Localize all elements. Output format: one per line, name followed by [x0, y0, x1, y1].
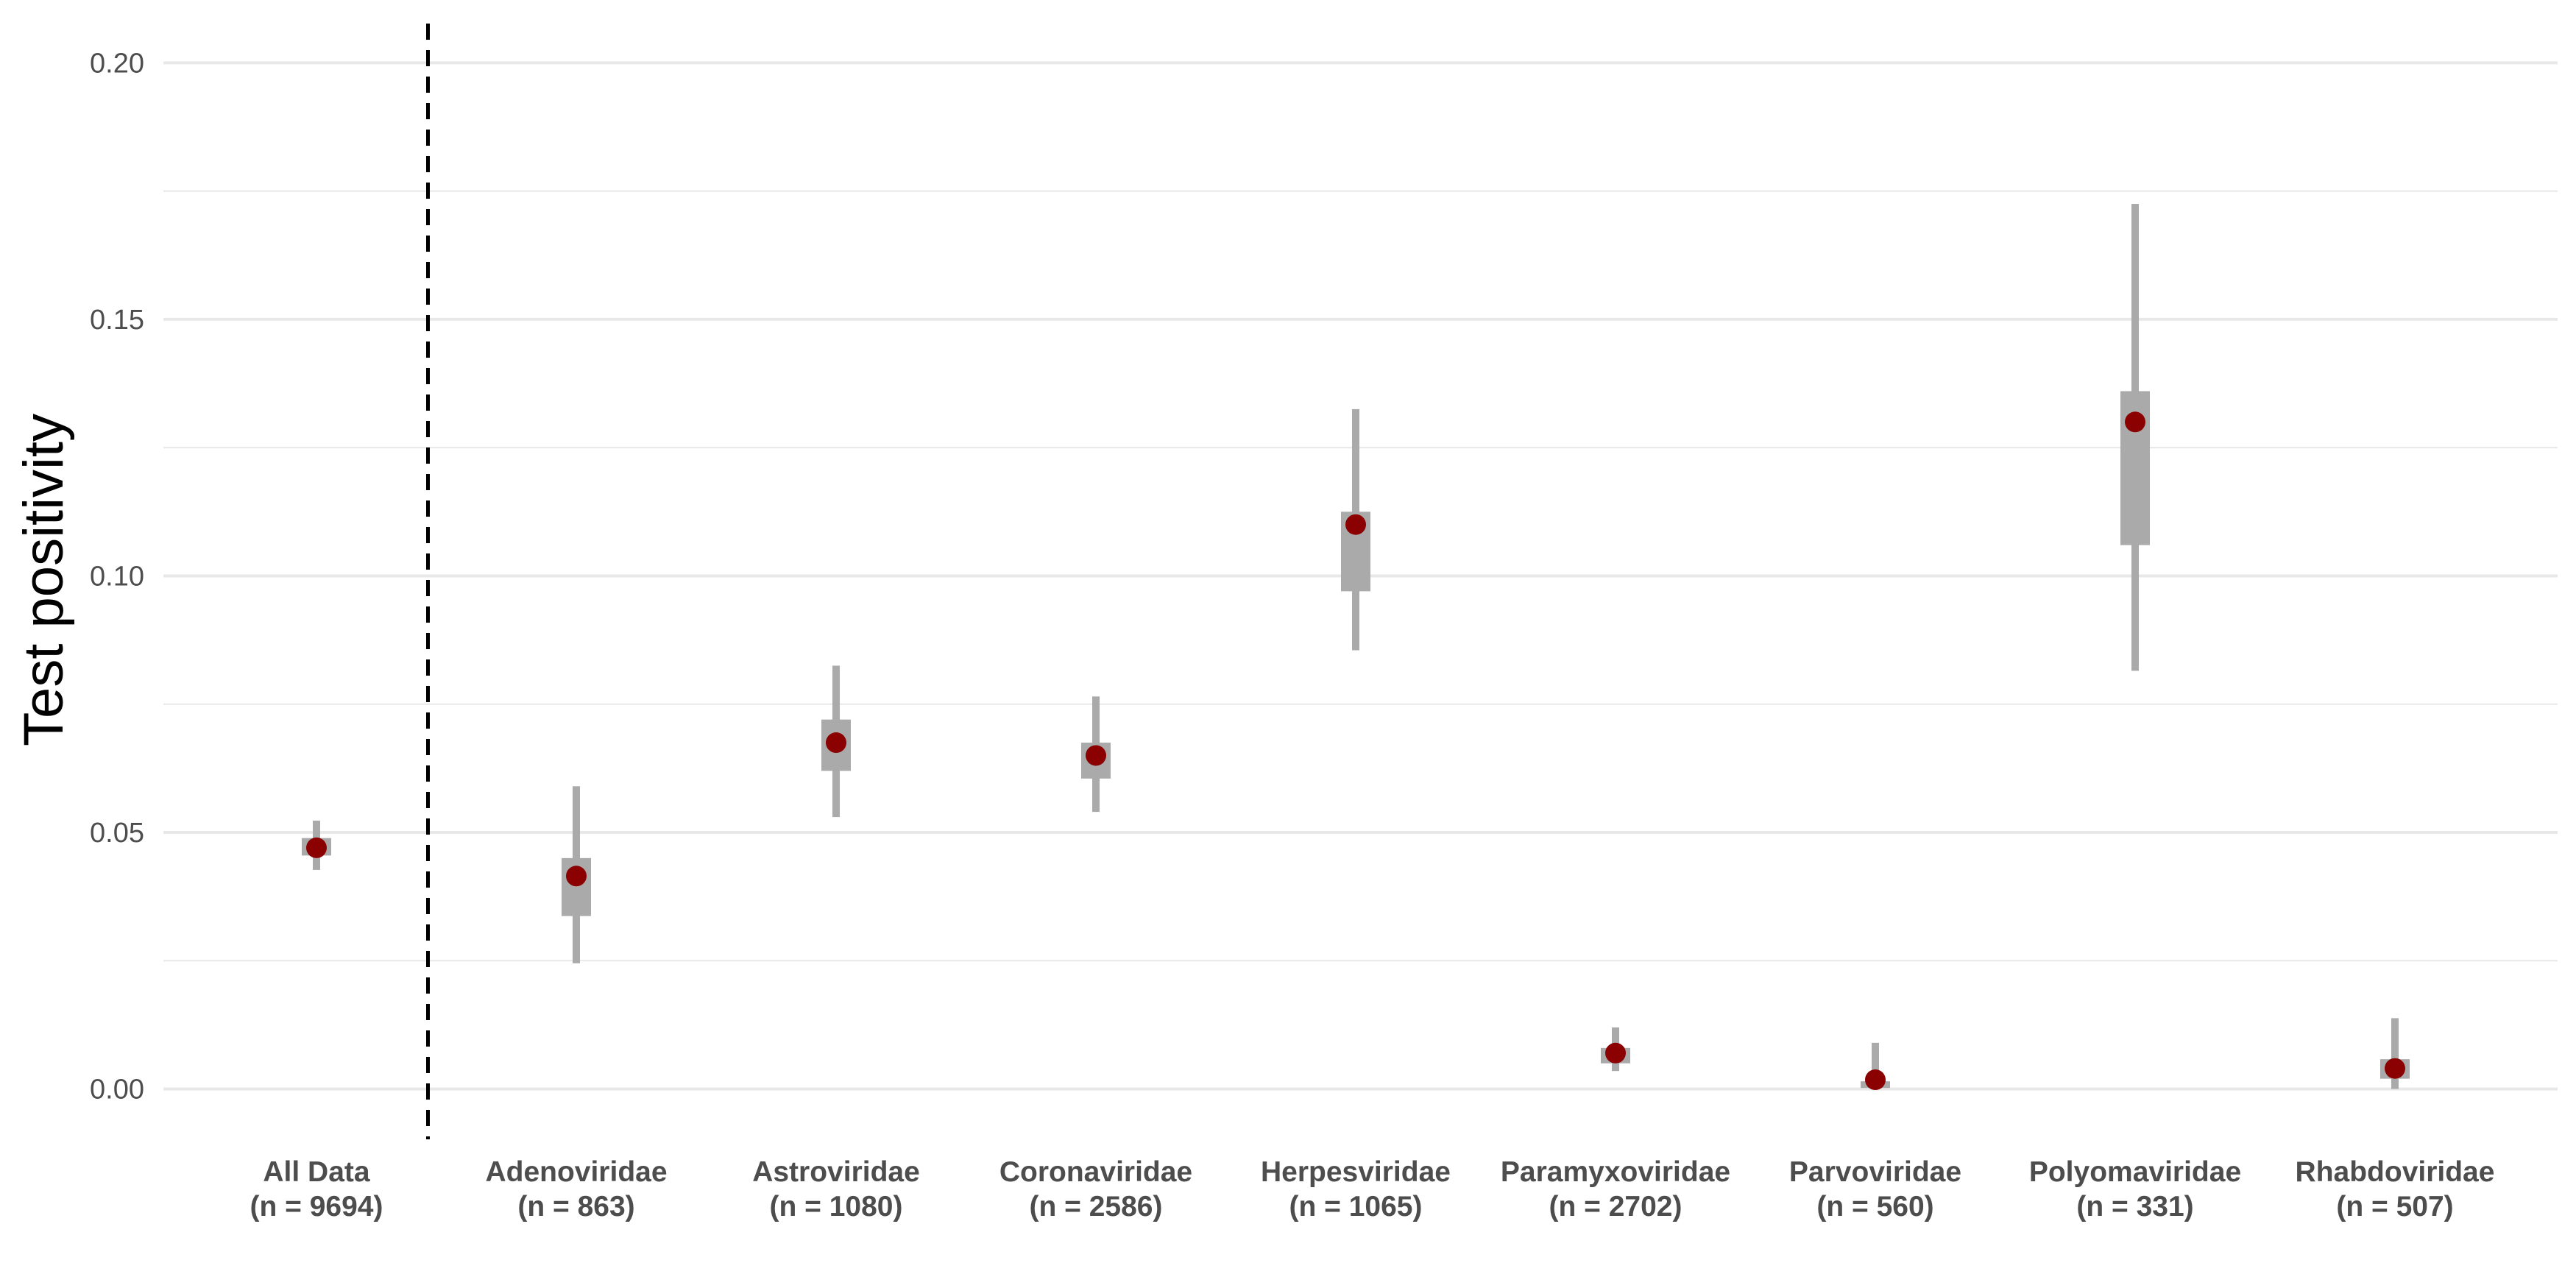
- category-label: All Data: [263, 1156, 370, 1188]
- category-n-label: (n = 1080): [769, 1191, 902, 1222]
- outer-interval: [2391, 1018, 2399, 1089]
- point-estimate: [1345, 514, 1366, 535]
- y-tick-label: 0.15: [90, 305, 144, 336]
- y-tick-label: 0.05: [90, 818, 144, 849]
- category-label: Paramyxoviridae: [1501, 1156, 1730, 1188]
- point-estimate: [566, 866, 587, 887]
- category-n-label: (n = 331): [2076, 1191, 2193, 1222]
- point-estimate: [1086, 745, 1106, 766]
- point-estimate: [826, 732, 846, 754]
- category-n-label: (n = 863): [517, 1191, 634, 1222]
- y-tick-labels: 0.00 0.05 0.10 0.15 0.20: [90, 48, 144, 1105]
- category-n-label: (n = 2586): [1029, 1191, 1162, 1222]
- point-estimate: [1865, 1069, 1886, 1091]
- category-label: Polyomaviridae: [2029, 1156, 2241, 1188]
- y-tick-label: 0.00: [90, 1075, 144, 1105]
- point-estimate: [306, 837, 327, 858]
- category-n-label: (n = 1065): [1289, 1191, 1422, 1222]
- category-label: Rhabdoviridae: [2296, 1156, 2495, 1188]
- category-n-label: (n = 560): [1816, 1191, 1933, 1222]
- category-label: Astroviridae: [752, 1156, 920, 1188]
- category-label: Parvoviridae: [1789, 1156, 1961, 1188]
- category-label: Adenoviridae: [485, 1156, 667, 1188]
- outer-interval: [1872, 1042, 1879, 1089]
- x-category-labels: All Data(n = 9694) Adenoviridae(n = 863) A…: [250, 1156, 2494, 1222]
- category-n-label: (n = 2702): [1549, 1191, 1682, 1222]
- category-label: Herpesviridae: [1261, 1156, 1451, 1188]
- point-estimate: [2125, 411, 2145, 433]
- category-n-label: (n = 9694): [250, 1191, 383, 1222]
- y-tick-label: 0.20: [90, 48, 144, 79]
- point-estimate: [1605, 1042, 1626, 1064]
- marks-layer: [302, 204, 2410, 1091]
- y-tick-label: 0.10: [90, 561, 144, 592]
- y-axis-title: Test positivity: [13, 414, 75, 746]
- category-n-label: (n = 507): [2336, 1191, 2453, 1222]
- category-label: Coronaviridae: [999, 1156, 1192, 1188]
- point-estimate: [2385, 1058, 2405, 1079]
